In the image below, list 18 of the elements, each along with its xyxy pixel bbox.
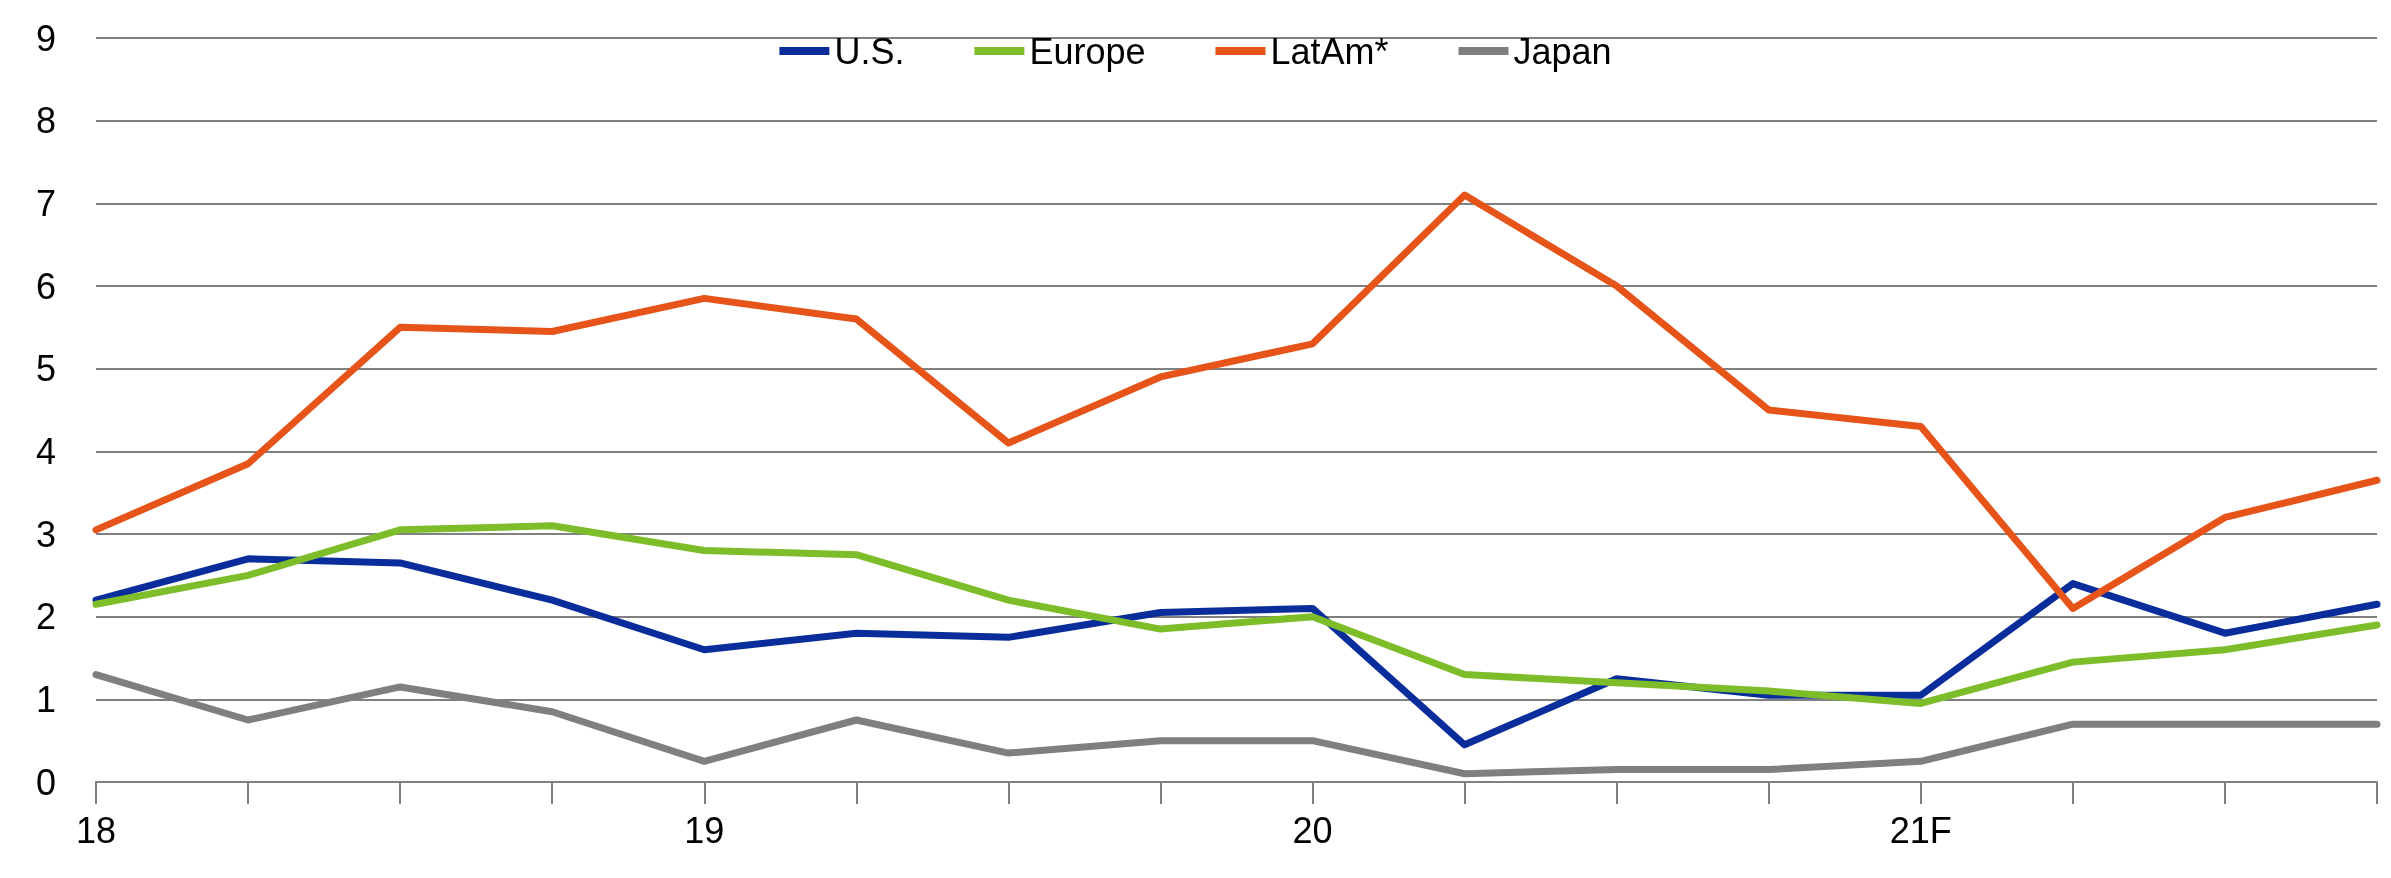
y-tick-label: 9 bbox=[35, 17, 56, 59]
y-tick-label: 8 bbox=[35, 100, 56, 142]
legend-label: LatAm* bbox=[1270, 30, 1389, 72]
x-tick-label: 18 bbox=[75, 809, 117, 851]
y-tick-label: 2 bbox=[35, 596, 56, 638]
y-tick-label: 5 bbox=[35, 348, 56, 390]
y-tick-label: 7 bbox=[35, 182, 56, 224]
x-tick-label: 19 bbox=[684, 809, 725, 851]
x-tick-label: 21F bbox=[1889, 809, 1952, 851]
y-tick-label: 0 bbox=[35, 761, 56, 803]
legend-label: U.S. bbox=[834, 30, 905, 72]
legend-label: Europe bbox=[1029, 30, 1146, 72]
legend-label: Japan bbox=[1513, 30, 1612, 72]
x-tick-label: 20 bbox=[1292, 809, 1333, 851]
y-tick-label: 3 bbox=[35, 513, 56, 555]
y-tick-label: 1 bbox=[35, 678, 56, 720]
y-tick-label: 4 bbox=[35, 430, 56, 472]
y-tick-label: 6 bbox=[35, 265, 56, 307]
